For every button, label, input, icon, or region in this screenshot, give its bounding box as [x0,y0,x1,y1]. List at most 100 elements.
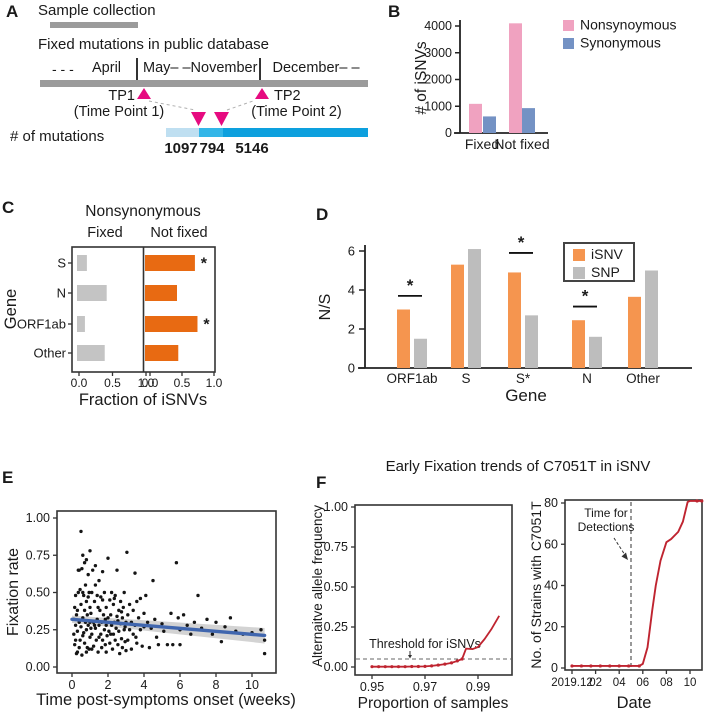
f2-point-marker [570,664,574,668]
e-scatter-point [109,632,113,636]
e-scatter-point [87,647,91,651]
c-bar-fixed-N [77,285,107,301]
e-scatter-point [119,636,124,641]
f2-x-tick-label: 06 [636,677,649,689]
panel-c-chart: Nonsynonymous Fixed Not fixed S * N ORF1ab * Oth… [2,203,223,409]
e-scatter-point [185,623,189,627]
e-scatter-point [82,593,86,598]
d-legend-label: SNP [591,264,620,280]
f2-y-tick-label: 40 [544,579,558,593]
e-scatter-point [160,622,164,626]
c-col-header: Not fixed [150,225,207,241]
panel-a-overlay [137,88,269,126]
e-scatter-point [85,613,90,617]
c-x-tick-label: 1.0 [206,376,223,390]
c-gene-label: S [57,256,66,271]
e-scatter-point [153,617,157,622]
e-scatter-point [111,632,116,636]
timeline-month-maynov: May– –November [143,60,258,76]
e-scatter-point [82,631,86,635]
f1-point-marker [410,664,414,669]
e-scatter-point [122,590,126,595]
e-scatter-point [131,608,135,613]
e-scatter-point [72,632,76,636]
d-legend-swatch [573,267,585,279]
f2-point-marker [579,664,584,668]
e-scatter-point [103,617,108,622]
e-scatter-point [93,563,98,568]
f1-threshold-arrowhead-icon [408,655,412,659]
e-scatter-point [91,644,96,648]
e-scatter-point [93,626,98,630]
f2-annotation-line2: Detections [578,520,635,534]
panel-d: D 0 2 4 6 ORF1ab S S* N Other * * * N/S Gene iSNV SNP [300,195,709,455]
c-x-axis-title: Fraction of iSNVs [79,391,207,409]
panel-a-label: A [6,2,19,21]
b-y-axis-title: # of iSNVs [413,41,430,114]
f1-y-tick-label: 0.50 [324,580,348,594]
e-scatter-point [105,634,109,638]
c-bar-notfixed-N [145,285,177,301]
c-y-axis-title: Gene [2,289,20,329]
f1-point-marker [416,664,420,669]
e-scatter-point [181,613,186,617]
e-scatter-point [75,629,80,633]
e-y-axis-title: Fixation rate [5,548,22,636]
e-scatter-point [97,578,101,583]
e-scatter-point [156,642,161,647]
c-gene-label: Other [33,346,66,361]
e-scatter-point [114,626,118,630]
e-scatter-point [77,645,81,650]
e-scatter-point [87,590,91,595]
e-scatter-point [171,642,175,647]
e-scatter-point [109,623,114,627]
panel-e-label: E [2,468,14,487]
b-bar-Synonymous-Fixed [483,116,496,133]
f2-annotation-line1: Time for [584,506,628,520]
b-bar-Nonsynoymous-Not fixed [509,23,522,134]
e-scatter-point [80,566,84,571]
c-x-tick-label: 0.5 [174,376,191,390]
e-scatter-point [127,628,132,632]
e-scatter-point [101,613,106,617]
f1-point-marker [403,665,407,669]
mutation-bar-segment-1 [166,128,199,137]
e-scatter-point [115,614,119,619]
e-scatter-point [135,599,139,604]
e-scatter-point [262,638,267,642]
f1-x-tick-label: 0.97 [413,680,437,694]
f1-point-marker [383,665,387,669]
d-cat-label: N [582,371,592,386]
e-scatter-point [165,642,170,647]
e-scatter-point [113,593,117,598]
timeline-month-april: April [92,60,122,76]
e-scatter-point [145,620,150,624]
e-scatter-point [90,632,94,636]
e-scatter-point [142,611,146,616]
b-y-tick-label: 1000 [424,99,452,113]
mutation-bar-segment-3 [223,128,368,137]
e-scatter-point [120,645,125,650]
b-y-tick-label: 3000 [424,46,452,60]
f2-point-marker [589,664,593,668]
e-scatter-point [73,638,78,642]
f1-y-tick-label: 0.75 [324,540,348,554]
d-bar-snp-ORF1ab [414,338,427,368]
b-y-tick-label: 2000 [424,73,452,87]
d-significance-star: * [582,287,589,306]
e-scatter-point [210,632,215,636]
f2-point-marker [608,664,612,668]
d-bar-isnv-S* [508,272,521,368]
f2-point-marker [617,664,621,668]
c-significance-star: * [203,317,210,334]
mutations-label: # of mutations [10,128,105,145]
e-scatter-point [82,641,87,645]
e-scatter-point [189,632,193,636]
e-scatter-point [100,638,105,642]
e-scatter-point [94,638,99,642]
e-scatter-point [108,641,112,645]
f2-point-marker [637,664,641,668]
tp1-triangle-icon [137,88,151,99]
e-scatter-point [144,593,148,598]
